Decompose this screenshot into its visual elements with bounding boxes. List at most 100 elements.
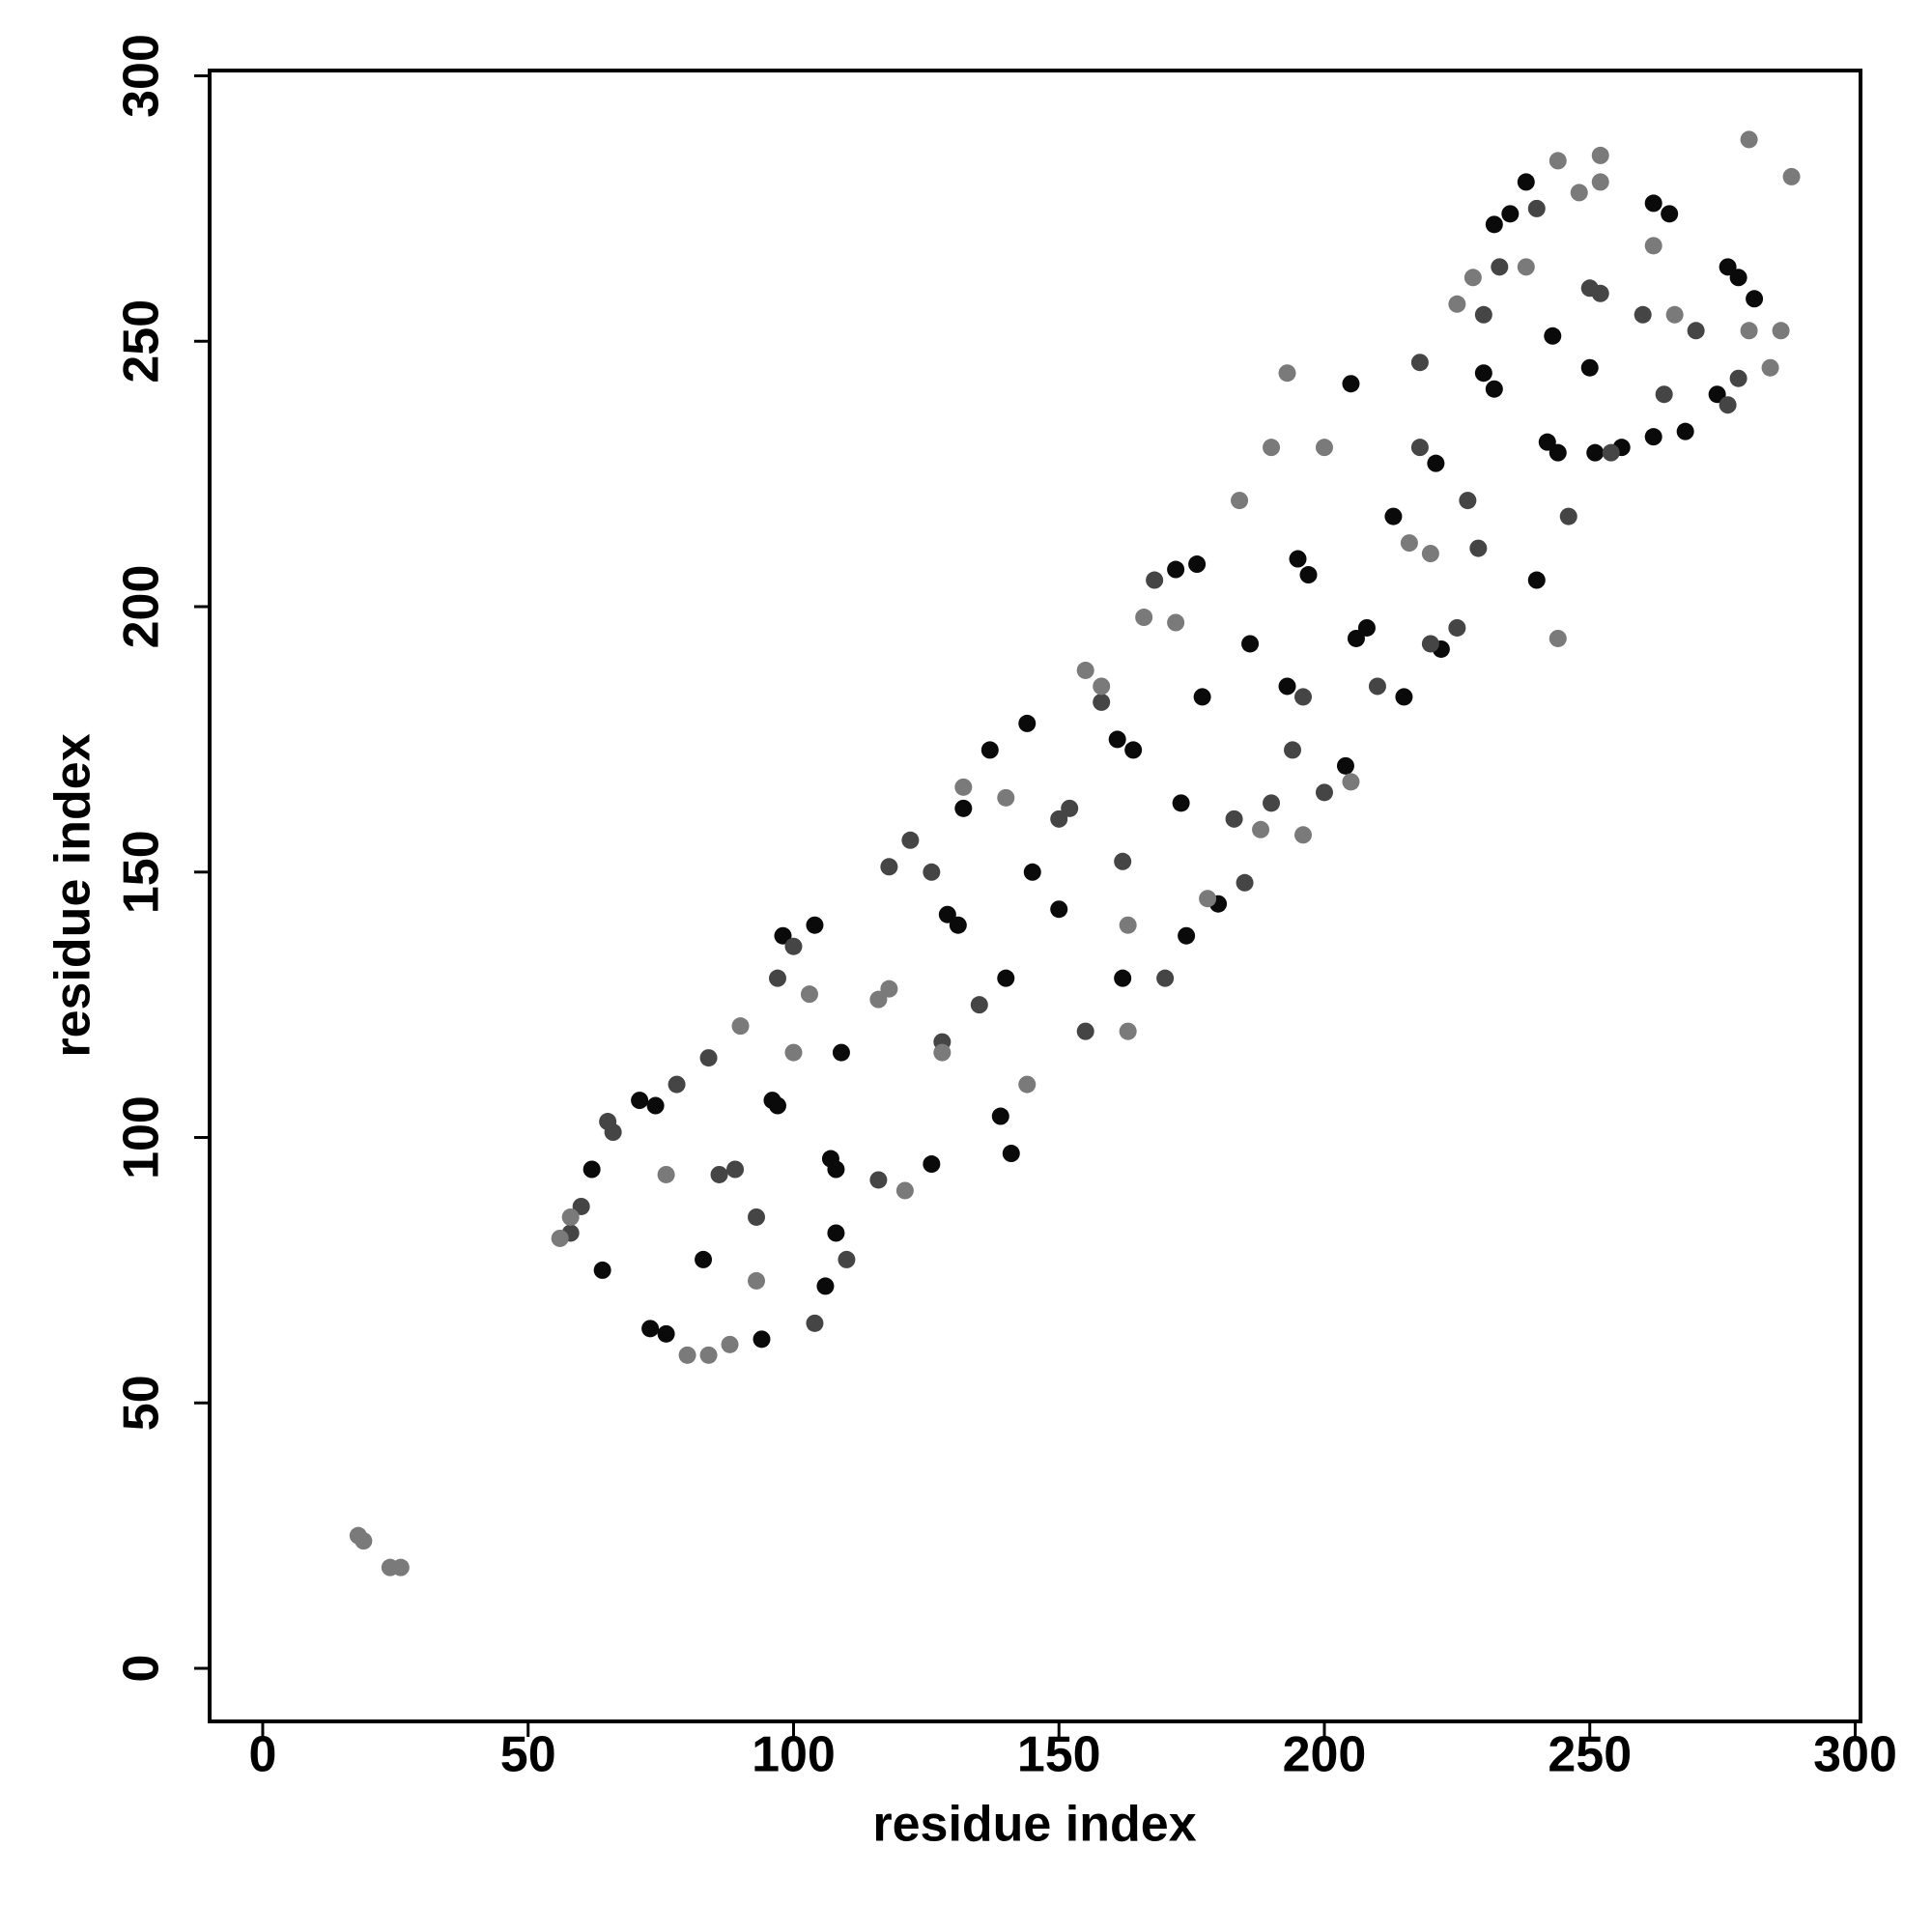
point [748,1208,766,1226]
point [1231,492,1249,510]
point [1241,635,1260,653]
point [991,1107,1009,1125]
point [980,741,999,759]
y-axis-title: residue index [45,733,101,1057]
point [1729,269,1747,287]
point [1225,810,1243,828]
point [784,1043,803,1062]
point [391,1558,410,1577]
point [1347,629,1365,647]
point [1076,1022,1094,1040]
point [816,1277,835,1295]
point [1002,1145,1020,1163]
point [806,1314,824,1332]
point [721,1335,739,1353]
point [1469,539,1488,557]
point [695,1250,713,1268]
point [1655,385,1673,404]
y-tick-label: 150 [114,830,170,914]
plot-frame [208,69,1862,1723]
point [1580,358,1599,377]
point [1093,693,1111,711]
point [678,1346,696,1364]
point [753,1330,771,1349]
point [1559,507,1577,526]
point [1517,173,1535,191]
point [1124,741,1143,759]
y-tick-label: 250 [114,299,170,384]
point [551,1229,569,1247]
point [954,778,973,796]
point [748,1271,766,1290]
point [631,1092,649,1110]
point [1591,173,1609,191]
point [768,969,786,987]
point [1517,258,1535,276]
point [1410,354,1429,372]
point [1448,295,1466,313]
point [1156,969,1175,987]
point [1119,1022,1137,1040]
point [1076,661,1094,679]
point [726,1160,745,1179]
point [880,858,898,876]
x-tick-label: 0 [248,1727,276,1783]
point [1527,199,1546,217]
point [1634,305,1652,324]
point [1548,443,1567,462]
point [1527,571,1546,589]
point [1050,810,1068,828]
point [1676,422,1694,440]
point [1602,443,1620,462]
point [1018,1075,1037,1094]
point [923,1155,941,1174]
point [1278,677,1296,696]
point [1114,969,1132,987]
point [1294,688,1313,706]
point [1236,873,1254,892]
point [1400,534,1418,553]
point [593,1261,611,1279]
point [646,1096,665,1115]
point [1395,688,1413,706]
x-tick-label: 250 [1548,1727,1632,1783]
point [1167,560,1185,579]
point [1421,635,1439,653]
point [641,1320,660,1338]
point [1289,550,1307,568]
point [1135,609,1153,627]
point [1050,900,1068,919]
y-tick-label: 300 [114,34,170,118]
point [1299,566,1318,584]
y-tick-label: 50 [114,1375,170,1431]
point [1315,439,1333,457]
point [1410,439,1429,457]
point [710,1165,728,1183]
point [1570,184,1588,202]
point [869,990,888,1009]
point [1278,364,1296,383]
point [1501,205,1520,223]
x-tick-label: 100 [752,1727,836,1783]
y-tick-label: 0 [114,1655,170,1683]
point [880,980,898,998]
point [1661,205,1679,223]
point [1448,618,1466,637]
point [1284,741,1302,759]
point [938,905,956,923]
point [731,1017,750,1036]
point [1427,454,1445,472]
point [699,1049,718,1067]
point [997,969,1015,987]
point [1782,167,1801,185]
point [774,926,792,945]
point [1740,130,1758,149]
point [355,1532,373,1550]
point [1146,571,1164,589]
point [1591,146,1609,164]
point [806,916,824,934]
point [1263,794,1281,812]
x-tick-label: 300 [1813,1727,1897,1783]
point [1644,237,1662,255]
x-tick-label: 150 [1017,1727,1101,1783]
